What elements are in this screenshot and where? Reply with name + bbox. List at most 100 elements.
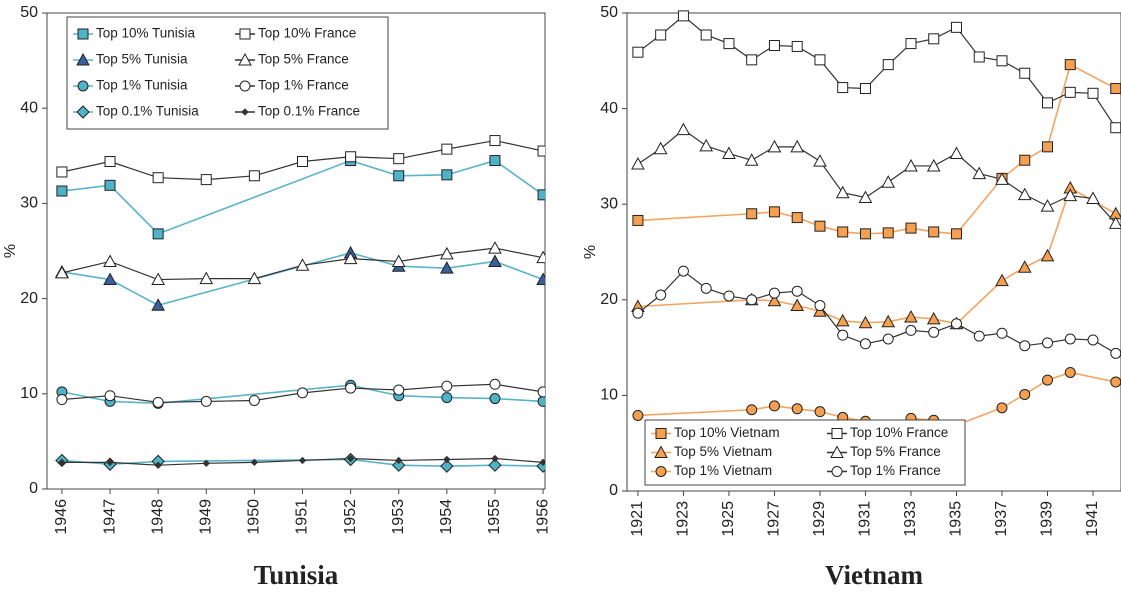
marker [489,378,501,390]
marker [536,272,545,286]
marker [904,309,918,323]
marker [768,206,780,218]
marker [858,315,873,329]
marker [830,445,844,458]
x-tick-label: 1929 [811,501,828,537]
marker [104,156,116,168]
marker [950,318,962,330]
marker [1110,376,1121,388]
marker [744,153,759,166]
series-layer [631,10,1121,441]
marker [881,314,896,328]
marker [655,466,667,477]
marker [837,82,849,94]
marker [440,261,454,274]
marker [76,105,90,119]
marker [152,228,164,240]
marker [767,139,782,153]
x-tick-label: 1941 [1084,501,1101,537]
marker [768,400,780,412]
marker [835,185,850,199]
marker [632,46,644,58]
marker [905,324,917,336]
x-tick-label: 1954 [438,499,455,535]
marker [250,458,259,467]
marker [1087,87,1099,99]
marker [746,404,758,416]
marker [199,271,214,285]
marker [791,212,803,224]
marker [1042,337,1054,349]
marker [790,139,805,153]
marker [536,250,545,264]
marker [1017,187,1032,201]
marker [814,54,826,66]
plot-frame [46,12,546,490]
marker [926,311,941,325]
series-line [637,63,1117,235]
marker [55,265,69,279]
y-tick-label: 10 [20,385,38,402]
marker [489,393,501,405]
marker [491,454,499,463]
x-tick-label: 1955 [486,499,503,535]
marker [699,138,714,152]
y-tick-label: 50 [600,4,618,21]
marker [296,156,308,168]
marker [296,387,308,399]
y-tick-label: 30 [600,195,618,212]
marker [1064,59,1076,71]
marker [1042,374,1054,386]
marker [77,80,89,92]
y-tick-label: 50 [20,4,38,21]
marker [247,271,262,285]
marker [905,222,917,234]
marker [443,455,451,464]
marker [926,158,941,172]
x-tick-label: 1933 [902,501,919,537]
marker [791,285,803,297]
legend-label: Top 10% Tunisia [96,26,196,41]
marker [1110,347,1121,359]
marker [996,327,1008,339]
x-tick-label: 1946 [53,499,70,535]
marker [746,208,758,220]
y-tick-label: 0 [609,482,618,499]
marker [746,294,758,306]
marker [392,458,406,472]
plot-frame [626,12,1121,492]
marker [831,466,843,477]
y-tick-label: 20 [600,291,618,308]
marker [1019,67,1031,79]
marker [103,254,117,267]
series-line [61,384,544,405]
marker [813,154,827,167]
marker [151,272,165,286]
legend-label: Top 0.1% Tunisia [96,104,199,119]
marker [905,38,917,50]
series-line [61,159,544,235]
x-tick-label: 1923 [675,501,692,537]
series-layer [55,135,545,473]
marker [152,172,164,184]
marker [676,122,691,136]
marker [103,272,117,286]
marker [928,33,940,45]
x-tick-label: 1937 [993,501,1010,537]
marker [345,382,357,394]
legend-label: Top 10% Vietnam [674,425,780,440]
marker [768,40,780,52]
marker [814,406,826,418]
marker [441,169,453,181]
marker [537,145,545,157]
marker [238,52,252,66]
marker [1064,86,1076,98]
chart-title: Tunisia [254,560,339,590]
y-tick-label: 0 [29,480,38,497]
marker [972,166,987,180]
legend-box [66,16,389,130]
marker [248,394,260,406]
marker [835,313,850,327]
marker [241,108,249,116]
x-tick-label: 1931 [857,501,874,537]
